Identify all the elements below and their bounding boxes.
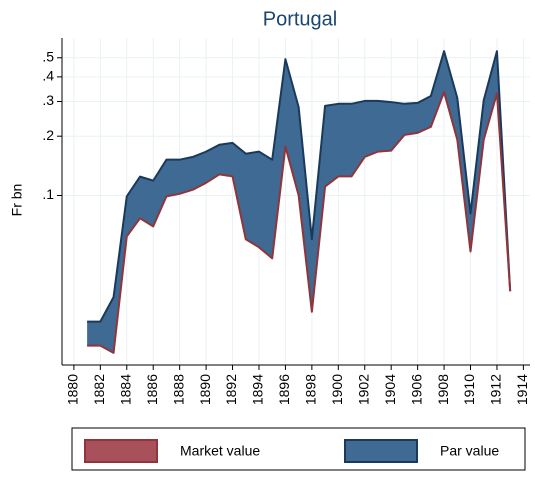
series-line [87, 91, 512, 354]
legend-label: Market value [180, 443, 260, 459]
y-tick-label: .4 [42, 68, 54, 84]
y-tick-label: .2 [42, 127, 54, 143]
y-tick-label: .1 [42, 186, 54, 202]
y-tick-label: .5 [42, 48, 54, 64]
x-tick-label: 1890 [197, 374, 213, 405]
x-tick-label: 1884 [117, 374, 133, 405]
range-area [87, 51, 511, 353]
y-tick-label: .3 [42, 92, 54, 108]
x-tick-label: 1894 [250, 374, 266, 405]
x-tick-label: 1892 [223, 374, 239, 405]
x-tick-label: 1898 [303, 374, 319, 405]
y-axis-label: Fr bn [9, 184, 25, 217]
x-tick-label: 1912 [488, 374, 504, 405]
x-tick-label: 1900 [329, 374, 345, 405]
series-line [87, 50, 512, 323]
x-tick-label: 1908 [435, 374, 451, 405]
x-tick-label: 1886 [144, 374, 160, 405]
x-tick-label: 1880 [65, 374, 81, 405]
x-tick-label: 1896 [276, 374, 292, 405]
x-tick-label: 1902 [355, 374, 371, 405]
legend-label: Par value [440, 443, 499, 459]
x-tick-label: 1888 [170, 374, 186, 405]
x-tick-label: 1906 [408, 374, 424, 405]
x-tick-label: 1904 [382, 374, 398, 405]
legend-swatch [84, 439, 158, 463]
x-tick-label: 1910 [461, 374, 477, 405]
x-tick-label: 1914 [514, 374, 530, 405]
chart-title: Portugal [263, 8, 338, 30]
legend-swatch [344, 439, 418, 463]
x-tick-label: 1882 [91, 374, 107, 405]
